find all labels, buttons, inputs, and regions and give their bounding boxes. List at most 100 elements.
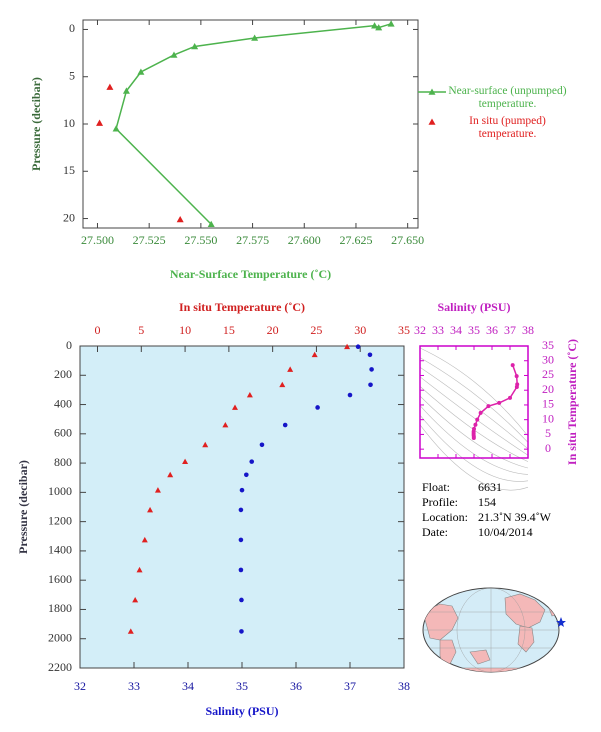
- data-point: [122, 87, 130, 94]
- x2-tick-label: 20: [267, 323, 279, 337]
- density-contour: [419, 347, 529, 437]
- data-point: [222, 422, 229, 428]
- data-point: [287, 366, 294, 372]
- x2-tick-label: 25: [310, 323, 322, 337]
- x-tick-label: 27.525: [133, 233, 166, 247]
- x-tick-label: 37: [344, 679, 356, 693]
- x-axis-title: Salinity (PSU): [437, 300, 510, 314]
- data-point: [112, 125, 120, 132]
- data-point: [344, 343, 351, 350]
- x-tick-label: 38: [522, 323, 534, 337]
- x-tick-label: 33: [128, 679, 140, 693]
- data-point: [167, 471, 174, 478]
- x2-tick-label: 0: [95, 323, 101, 337]
- x-tick-label: 36: [290, 679, 302, 693]
- x-tick-label: 27.550: [184, 233, 217, 247]
- data-point: [176, 215, 184, 223]
- data-point: [182, 458, 189, 465]
- y-tick-label: 400: [54, 396, 72, 410]
- data-point: [191, 42, 199, 50]
- x-tick-label: 34: [450, 323, 462, 337]
- x-axis-title: Salinity (PSU): [205, 704, 278, 718]
- data-point: [371, 22, 379, 29]
- data-point: [231, 404, 238, 410]
- data-point: [249, 459, 255, 464]
- ts-point: [478, 410, 483, 415]
- plot-frame: [79, 345, 405, 669]
- data-point: [369, 367, 374, 372]
- data-point: [244, 472, 249, 478]
- data-point: [239, 597, 244, 603]
- y-tick-label: 2000: [48, 630, 72, 644]
- y-axis-title: Pressure (decibar): [29, 77, 43, 171]
- data-point: [387, 20, 395, 27]
- x-tick-label: 37: [504, 323, 516, 337]
- data-point: [154, 487, 161, 493]
- x2-tick-label: 5: [138, 323, 144, 337]
- y-tick-label: 1000: [48, 484, 72, 498]
- ts-point: [510, 363, 515, 368]
- data-point: [239, 487, 245, 493]
- data-point: [311, 351, 318, 358]
- y-tick-label: 1800: [48, 601, 72, 615]
- data-point: [375, 24, 383, 31]
- y-tick-label: 1600: [48, 572, 72, 586]
- density-contour: [419, 395, 529, 469]
- legend-swatch: [428, 88, 436, 95]
- x2-tick-label: 35: [398, 323, 410, 337]
- x-tick-label: 35: [236, 679, 248, 693]
- data-point: [251, 34, 259, 41]
- x-tick-label: 33: [432, 323, 444, 337]
- world-map: [422, 587, 566, 673]
- data-point: [367, 352, 373, 358]
- x-tick-label: 38: [398, 679, 410, 693]
- y-axis-title: Pressure (decibar): [16, 460, 30, 554]
- ts-point: [473, 422, 478, 427]
- info-value: 6631: [478, 480, 502, 494]
- data-point: [238, 567, 244, 573]
- density-contour: [419, 366, 529, 450]
- data-point: [238, 507, 244, 513]
- x2-tick-label: 10: [179, 323, 191, 337]
- info-value: 21.3˚N 39.4˚W: [478, 510, 552, 524]
- y-tick-label: 5: [69, 68, 75, 82]
- plot-frame: [82, 19, 419, 229]
- plot-frame: [419, 345, 529, 459]
- y-tick-label: 20: [63, 210, 75, 224]
- y-tick-label: 800: [54, 455, 72, 469]
- float-location: [556, 617, 566, 627]
- y-tick-label: 30: [542, 352, 554, 366]
- data-point: [355, 344, 361, 350]
- density-contour: [419, 424, 529, 491]
- y-tick-label: 15: [542, 397, 554, 411]
- density-contour: [419, 415, 529, 482]
- data-point: [96, 119, 104, 126]
- ts-point: [471, 435, 476, 440]
- x-tick-label: 27.575: [236, 233, 269, 247]
- map-graticule: [423, 588, 559, 672]
- data-point: [137, 68, 145, 75]
- data-point: [202, 441, 209, 448]
- y-tick-label: 5: [545, 426, 551, 440]
- ts-point: [475, 417, 480, 422]
- data-point: [132, 596, 139, 603]
- x-tick-label: 27.625: [339, 233, 372, 247]
- data-point: [368, 382, 373, 388]
- legend-swatch: [428, 118, 436, 125]
- x2-axis-title: In situ Temperature (˚C): [179, 300, 305, 314]
- y-tick-label: 1400: [48, 543, 72, 557]
- ts-point: [486, 404, 491, 409]
- data-point: [315, 405, 320, 410]
- x-tick-label: 27.650: [391, 233, 424, 247]
- x2-tick-label: 15: [223, 323, 235, 337]
- data-point: [282, 422, 288, 428]
- y-tick-label: 20: [542, 382, 554, 396]
- y-tick-label: 2200: [48, 660, 72, 674]
- y-tick-label: 0: [69, 21, 75, 35]
- data-point: [141, 536, 148, 543]
- data-point: [106, 83, 114, 90]
- data-point: [127, 628, 134, 634]
- x-tick-label: 36: [486, 323, 498, 337]
